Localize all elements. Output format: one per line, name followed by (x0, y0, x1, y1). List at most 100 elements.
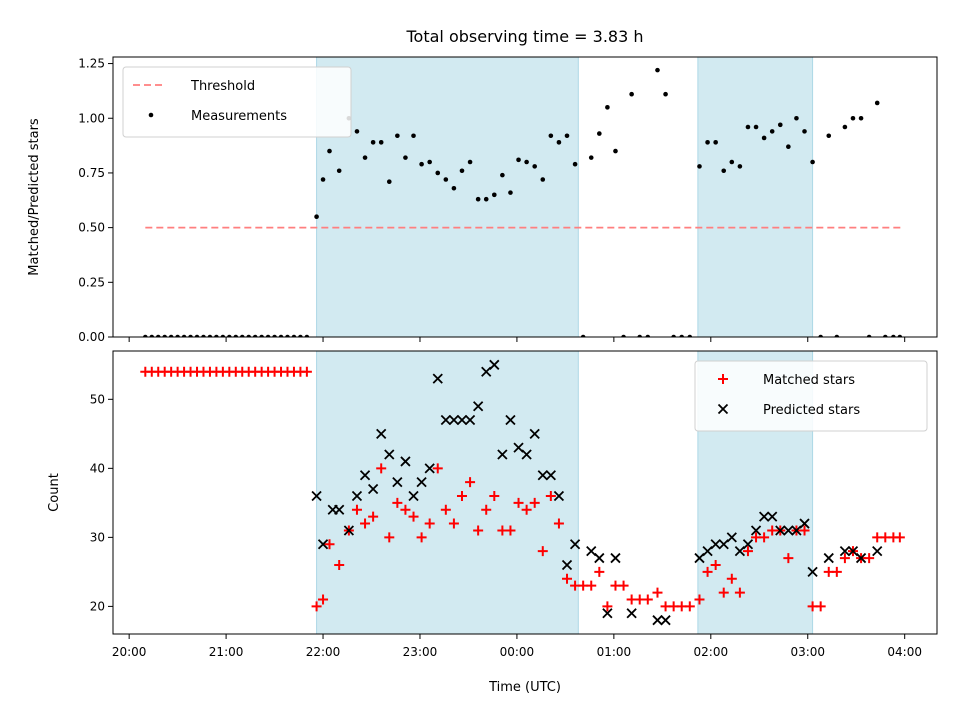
data-point (378, 140, 384, 145)
shaded-interval-1 (316, 350, 579, 635)
x-tick-label: 21:00 (209, 645, 244, 659)
data-point (301, 366, 312, 377)
data-point (786, 144, 791, 149)
data-point (473, 401, 484, 412)
data-point (505, 414, 516, 426)
data-point (403, 155, 408, 160)
x-tick-label: 23:00 (403, 645, 438, 659)
data-point (513, 497, 524, 508)
data-point (602, 601, 613, 612)
data-point (354, 129, 360, 134)
data-point (443, 177, 449, 182)
data-point (777, 122, 783, 128)
plot-area (143, 67, 903, 337)
data-point (610, 552, 621, 564)
data-point (334, 559, 345, 570)
data-point (572, 161, 578, 167)
data-point (710, 539, 721, 550)
data-point (815, 601, 826, 612)
data-point (799, 525, 810, 536)
data-point (162, 334, 168, 337)
data-point (416, 532, 427, 543)
data-point (545, 490, 556, 501)
axes-frame (112, 350, 938, 635)
x-tick-label: 22:00 (306, 645, 341, 659)
data-point (362, 155, 368, 160)
data-point (564, 133, 570, 139)
data-point (521, 449, 532, 460)
data-point (834, 334, 840, 337)
legend: Matched stars Predicted stars (694, 360, 928, 432)
y-tick-label: 0.75 (78, 166, 105, 180)
data-point (858, 115, 864, 121)
data-point (799, 518, 810, 529)
data-point (894, 532, 905, 543)
data-point (448, 518, 459, 529)
data-point (483, 196, 489, 202)
data-point (324, 539, 335, 550)
data-point (605, 105, 610, 110)
data-point (553, 490, 565, 502)
data-point (368, 511, 379, 522)
data-point (826, 133, 832, 139)
data-point (626, 608, 637, 619)
data-point (580, 334, 586, 337)
data-point (343, 525, 355, 536)
data-point (392, 477, 403, 488)
axes-frame (112, 56, 938, 338)
data-point (278, 334, 284, 337)
data-point (481, 504, 492, 515)
data-point (465, 477, 476, 488)
data-point (395, 133, 400, 139)
data-point (726, 532, 737, 543)
data-point (642, 594, 653, 605)
y-tick-label: 20 (90, 599, 105, 613)
data-point (540, 177, 546, 182)
data-point (432, 373, 443, 384)
data-point (424, 463, 435, 474)
data-point (456, 414, 468, 426)
data-point (456, 490, 467, 501)
data-point (597, 131, 602, 136)
data-point (155, 334, 161, 337)
data-point (663, 91, 668, 97)
data-point (545, 470, 556, 481)
data-point (521, 504, 532, 515)
data-point (637, 334, 643, 337)
data-point (737, 164, 743, 169)
legend-handle-plus (718, 374, 728, 384)
data-point (207, 334, 213, 337)
data-point (629, 91, 634, 97)
data-point (553, 518, 564, 529)
data-point (220, 334, 226, 337)
data-point (408, 490, 419, 502)
data-point (516, 157, 521, 163)
data-point (655, 67, 660, 73)
data-point (621, 334, 626, 337)
data-point (842, 124, 848, 130)
data-point (489, 359, 500, 370)
data-point (451, 185, 457, 191)
data-point (360, 518, 371, 529)
data-point (497, 449, 508, 460)
data-point (351, 490, 363, 502)
series-plus (140, 366, 905, 612)
x-tick-label: 03:00 (790, 645, 825, 659)
data-point (188, 334, 193, 337)
data-point (351, 504, 362, 515)
data-point (411, 133, 416, 139)
data-point (729, 159, 735, 165)
y-tick-label: 1.00 (78, 111, 105, 125)
data-point (386, 179, 392, 184)
data-point (891, 334, 896, 337)
data-point (753, 124, 759, 130)
data-point (336, 168, 342, 174)
y-tick-label: 40 (90, 461, 105, 475)
data-point (613, 148, 618, 154)
data-point (745, 124, 751, 130)
data-point (459, 168, 465, 174)
data-point (311, 490, 322, 502)
data-point (314, 214, 319, 219)
data-point (400, 456, 411, 467)
y-axis-label: Matched/Predicted stars (27, 118, 42, 276)
